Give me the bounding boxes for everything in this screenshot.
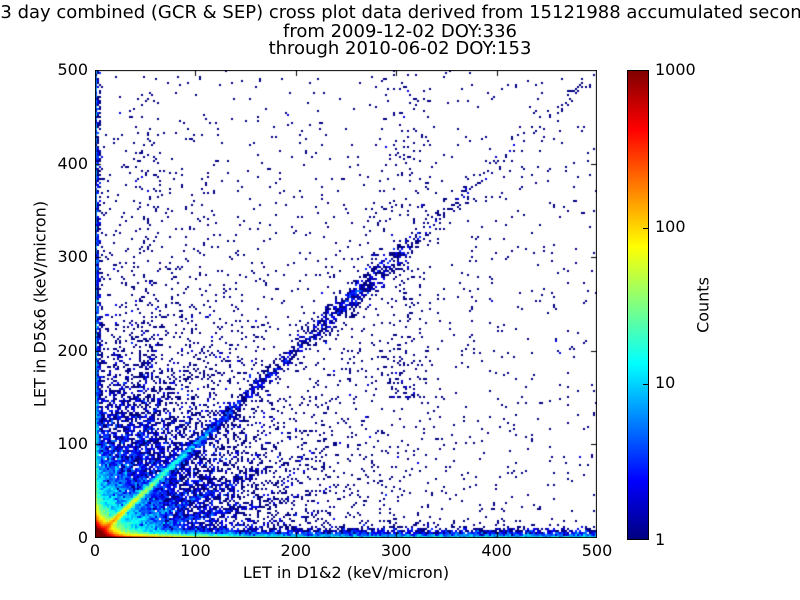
x-tick-label: 400 xyxy=(481,541,512,560)
y-tick-label: 100 xyxy=(57,434,88,454)
y-tick-label: 400 xyxy=(57,153,88,173)
x-axis-label: LET in D1&2 (keV/micron) xyxy=(242,563,450,582)
y-tick-label: 0 xyxy=(77,528,88,547)
colorbar-tick-label: 10 xyxy=(655,373,676,393)
x-tick-label: 0 xyxy=(89,541,101,560)
plot-title-line1: 183 day combined (GCR & SEP) cross plot … xyxy=(0,2,800,23)
plot-title-line3: through 2010-06-02 DOY:153 xyxy=(268,38,532,59)
colorbar-tickmark xyxy=(643,227,648,229)
y-tick-label: 200 xyxy=(57,340,88,360)
x-tick-label: 100 xyxy=(180,541,211,560)
x-tick-label: 300 xyxy=(380,541,412,560)
y-tick-label: 300 xyxy=(57,247,88,267)
y-axis-label: LET in D5&6 (keV/micron) xyxy=(30,200,50,408)
y-tick-label: 500 xyxy=(57,60,88,79)
colorbar-tickmark xyxy=(643,384,648,386)
colorbar-tick-label: 100 xyxy=(655,216,686,236)
plot-title-line2: from 2009-12-02 DOY:336 xyxy=(282,21,518,42)
x-tick-label: 500 xyxy=(581,541,613,560)
colorbar xyxy=(627,70,649,540)
colorbar-tick-label: 1000 xyxy=(655,60,696,79)
scatter-density-plot xyxy=(95,70,597,538)
x-tick-label: 200 xyxy=(280,541,312,560)
colorbar-label: Counts xyxy=(693,277,713,333)
colorbar-tick-label: 1 xyxy=(655,530,666,549)
